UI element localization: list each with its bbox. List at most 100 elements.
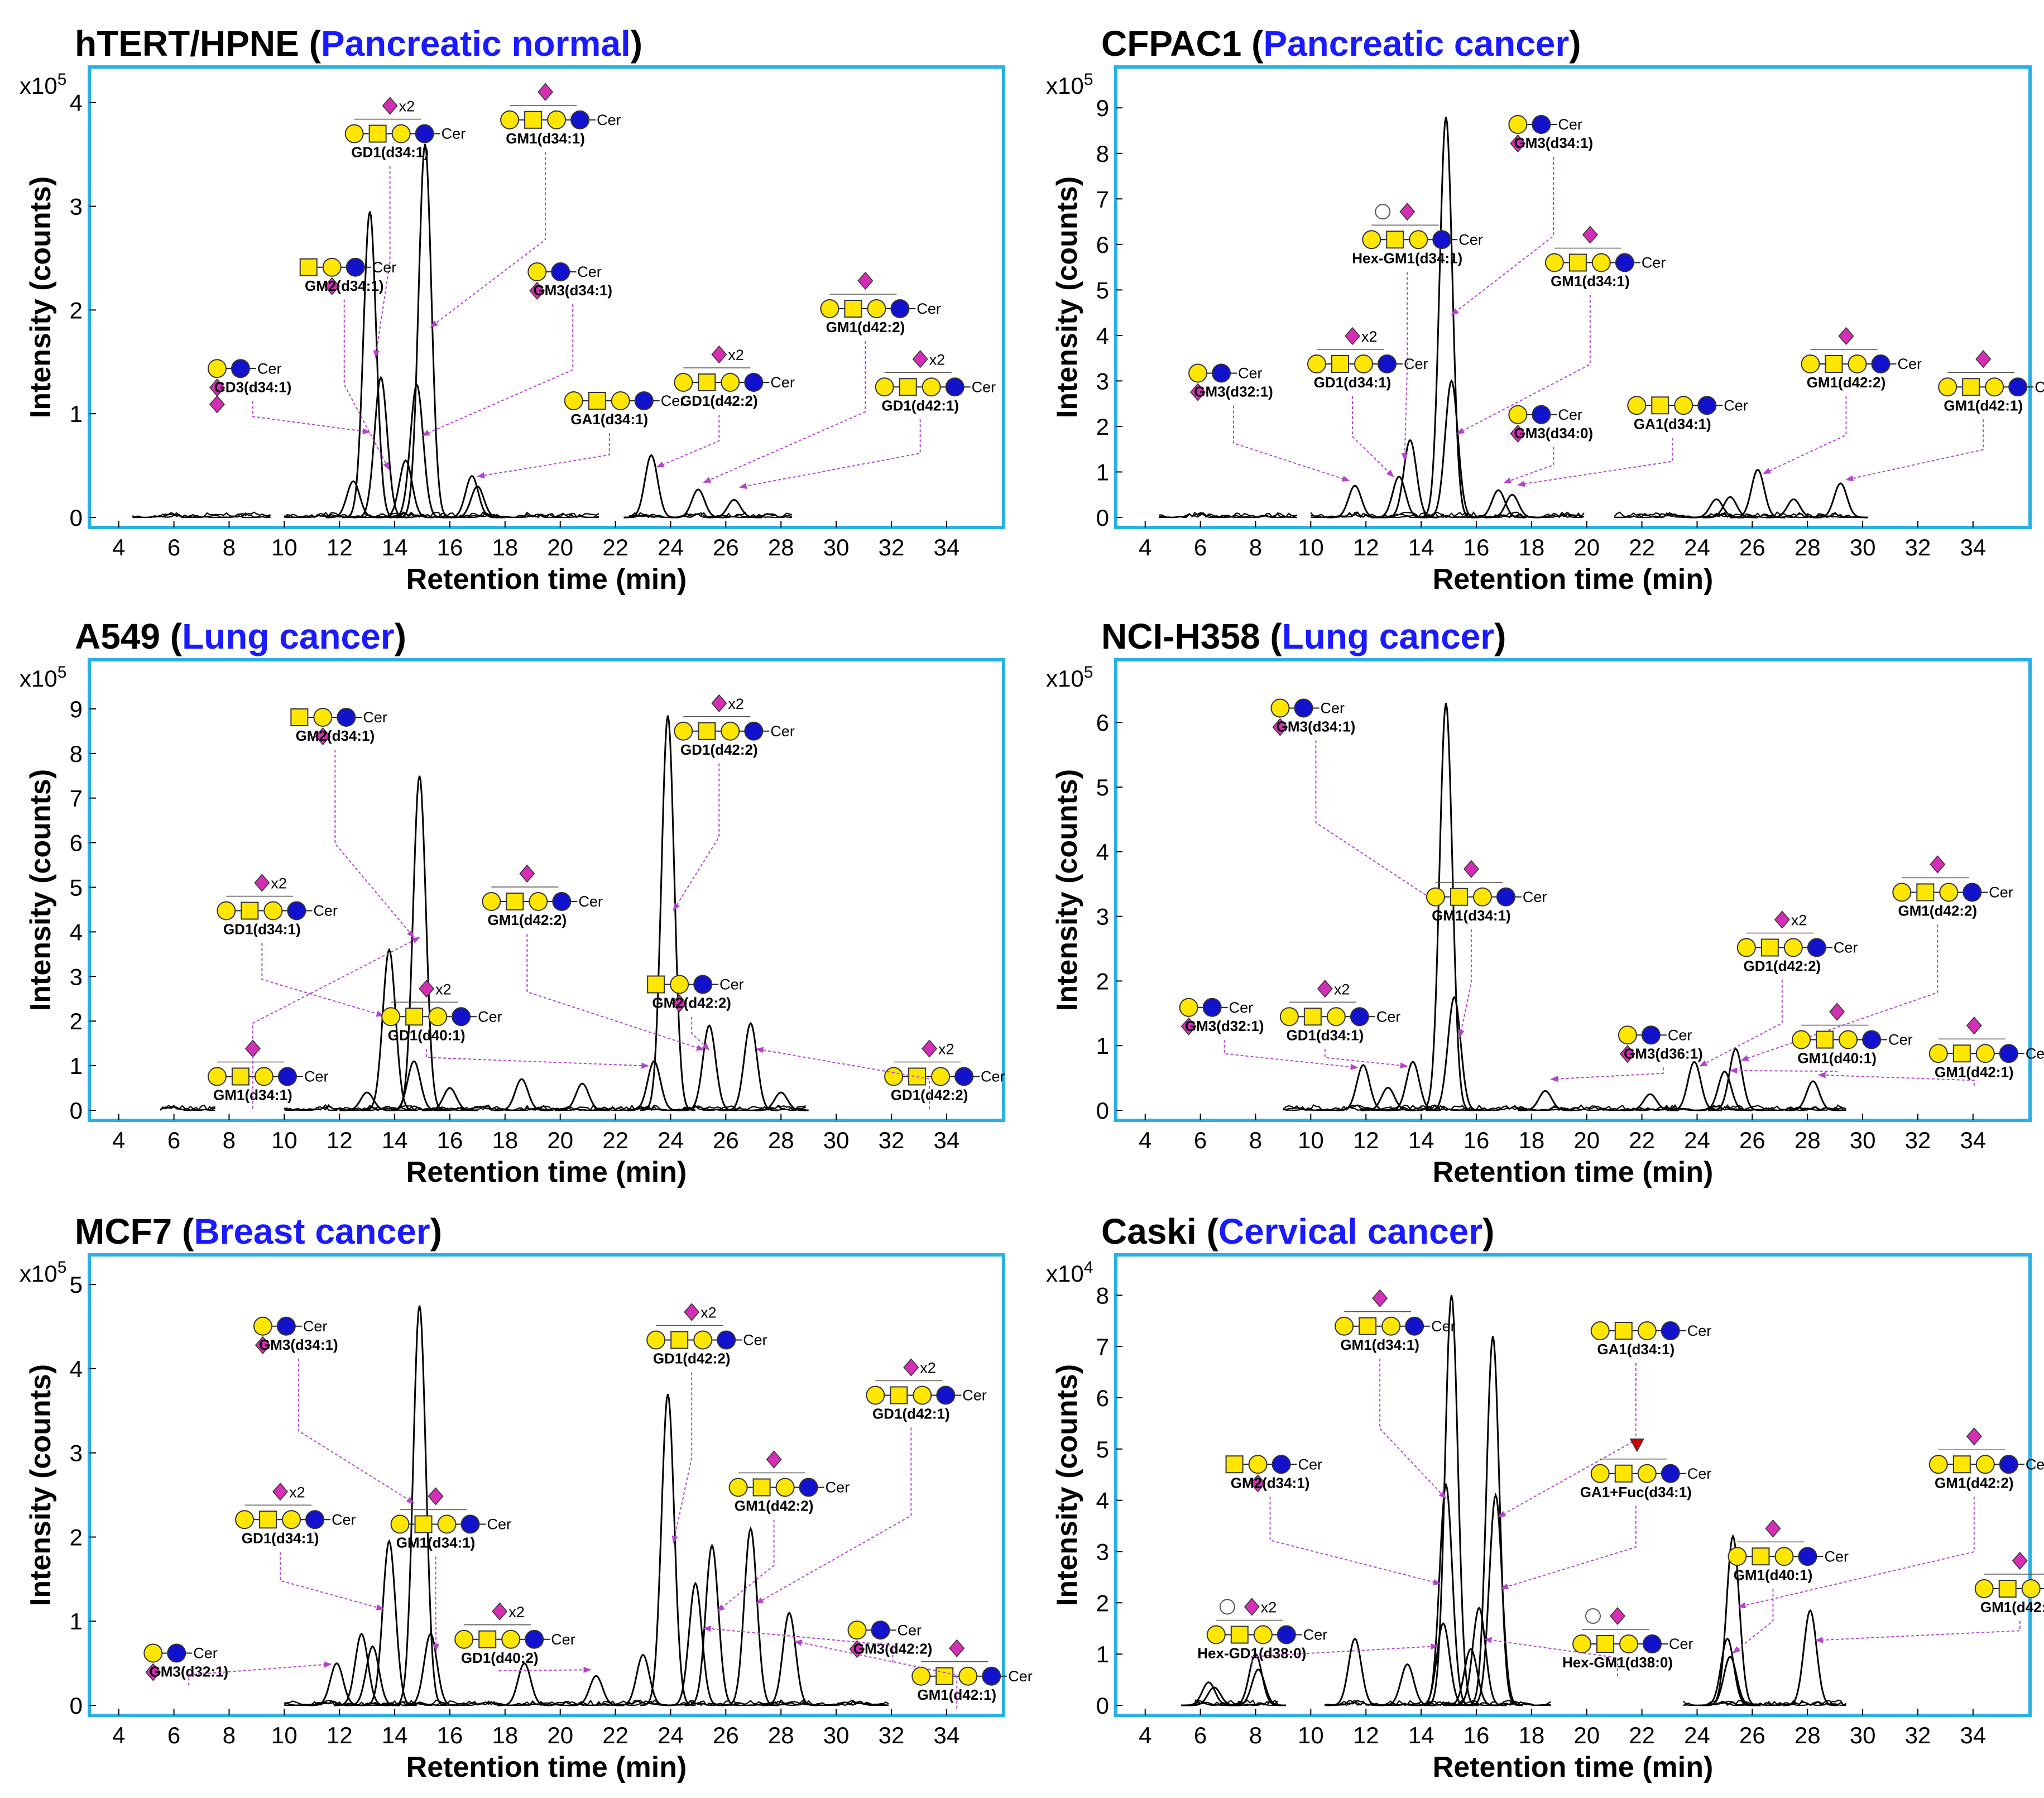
chromatogram-peak	[1424, 1295, 1479, 1706]
annotation-arrow	[430, 152, 546, 328]
galactose-icon	[1928, 1044, 1948, 1063]
y-tick-label: 5	[1096, 277, 1109, 303]
glucose-icon	[1532, 115, 1551, 134]
x-tick-label: 20	[547, 1722, 573, 1748]
glycan-annotation: Cer x2 GD1(d42:2)	[656, 345, 795, 468]
chromatogram-peak	[361, 947, 417, 1111]
y-multiplier-exp: 5	[1084, 663, 1093, 682]
x-tick-label: 4	[1139, 1127, 1151, 1153]
chromatogram-peak	[753, 1091, 809, 1111]
annotation-arrow	[426, 1049, 650, 1069]
ceramide-label: Cer	[826, 1479, 850, 1496]
y-tick-label: 4	[1096, 839, 1109, 865]
x-tick-label: 12	[1353, 1127, 1379, 1153]
galactose-icon	[1572, 1634, 1591, 1653]
sialic-acid-icon	[529, 281, 545, 300]
panel-subtitle: Pancreatic cancer	[1263, 23, 1569, 64]
x2-label: x2	[1791, 912, 1807, 929]
annotation-arrow	[691, 1017, 710, 1051]
galactose-icon	[775, 1478, 795, 1497]
x-tick-label: 20	[547, 1127, 573, 1153]
galactose-icon	[913, 1385, 932, 1405]
glycan-annotation: Cer GM1(d34:1)	[1426, 860, 1547, 1038]
galnac-icon	[478, 1630, 497, 1648]
ceramide-label: Cer	[1431, 1318, 1456, 1335]
glycan-annotation: Cer GM1(d42:2)	[703, 271, 941, 483]
chart-panel: hTERT/HPNE (Pancreatic normal)x105012344…	[20, 23, 1005, 596]
panel-title-name: Caski	[1101, 1211, 1197, 1252]
y-tick-label: 7	[1096, 186, 1109, 212]
chromatogram-peak	[345, 1645, 400, 1706]
ceramide-label: Cer	[304, 1068, 329, 1085]
glycan-label: GM1(d42:1)	[1935, 1063, 2014, 1080]
y-tick-label: 1	[70, 1608, 83, 1634]
x-tick-label: 22	[1629, 534, 1655, 560]
galactose-icon	[875, 377, 894, 397]
x-tick-label: 30	[1850, 1722, 1876, 1748]
glycan-annotation: Cer GM1(d42:2)	[482, 864, 705, 1051]
glycan-label: GD1(d40:2)	[461, 1650, 539, 1666]
x-tick-label: 6	[1194, 1127, 1207, 1153]
galactose-icon	[1590, 1464, 1610, 1483]
galactose-icon	[1637, 1464, 1657, 1483]
sialic-acid-icon	[254, 874, 270, 892]
glycan-label: GD1(d34:1)	[1286, 1027, 1364, 1043]
ceramide-label: Cer	[478, 1008, 502, 1025]
annotation-arrow	[526, 934, 705, 1051]
galactose-icon	[721, 721, 740, 741]
galactose-icon	[674, 721, 693, 741]
annotation-arrow	[1517, 438, 1673, 487]
annotation-arrow	[1269, 1497, 1441, 1585]
glycan-annotation: Cer x2 GD1(d40:1)	[381, 980, 650, 1069]
glycan-annotation: Cer GA1(d34:1)	[1517, 396, 1748, 487]
x2-label: x2	[1261, 1599, 1277, 1616]
glycan-label: GM1(d34:1)	[1432, 907, 1511, 924]
x-tick-label: 12	[327, 1127, 353, 1153]
x-tick-label: 12	[1353, 1722, 1379, 1748]
galactose-icon	[1590, 1321, 1610, 1340]
sialic-acid-icon	[315, 727, 331, 746]
panel-subtitle: Lung cancer	[182, 616, 395, 656]
y-tick-label: 1	[1096, 459, 1109, 485]
galactose-icon	[1674, 396, 1693, 415]
glucose-icon	[287, 901, 306, 920]
chromatogram-peak	[1382, 439, 1438, 519]
galnac-icon	[1752, 1547, 1770, 1566]
glycan-annotation: Cer x2 Hex-GD1(d38:0)	[1197, 1598, 1439, 1667]
y-multiplier: x105	[20, 1258, 66, 1287]
ceramide-label: Cer	[661, 392, 685, 409]
y-tick-label: 5	[70, 1272, 83, 1298]
sialic-acid-icon	[1317, 980, 1333, 998]
ceramide-label: Cer	[1229, 999, 1254, 1016]
baseline-trace	[1614, 512, 1860, 519]
x-tick-label: 18	[1518, 1127, 1544, 1153]
glycan-annotation: Cer x2 GD1(d34:1)	[1279, 980, 1408, 1069]
galnac-icon	[1359, 1317, 1377, 1335]
chromatogram-peak	[1418, 1482, 1474, 1706]
ceramide-label: Cer	[1303, 1627, 1328, 1643]
y-tick-label: 6	[1096, 232, 1109, 258]
x-tick-label: 32	[1905, 534, 1931, 560]
ceramide-label: Cer	[257, 360, 282, 377]
x-tick-label: 32	[1905, 1722, 1931, 1748]
plot-frame	[1114, 65, 2032, 529]
x2-label: x2	[929, 351, 946, 368]
x-tick-label: 20	[1573, 534, 1600, 560]
galactose-icon	[1354, 354, 1373, 373]
ceramide-label: Cer	[743, 1332, 767, 1349]
x-tick-label: 14	[1408, 1722, 1434, 1748]
annotation-arrow	[755, 1047, 930, 1109]
glycan-label: GD1(d42:2)	[891, 1087, 968, 1104]
y-tick-label: 6	[1096, 1385, 1109, 1411]
galnac-icon	[1596, 1635, 1614, 1653]
galactose-icon	[313, 708, 333, 727]
y-axis-label: Intensity (counts)	[1051, 769, 1083, 1011]
x-tick-label: 30	[823, 1127, 850, 1153]
galactose-icon	[564, 391, 583, 410]
annotation-arrow	[499, 1666, 592, 1674]
chromatogram-peak	[682, 1024, 737, 1111]
galactose-icon	[1637, 1321, 1657, 1340]
